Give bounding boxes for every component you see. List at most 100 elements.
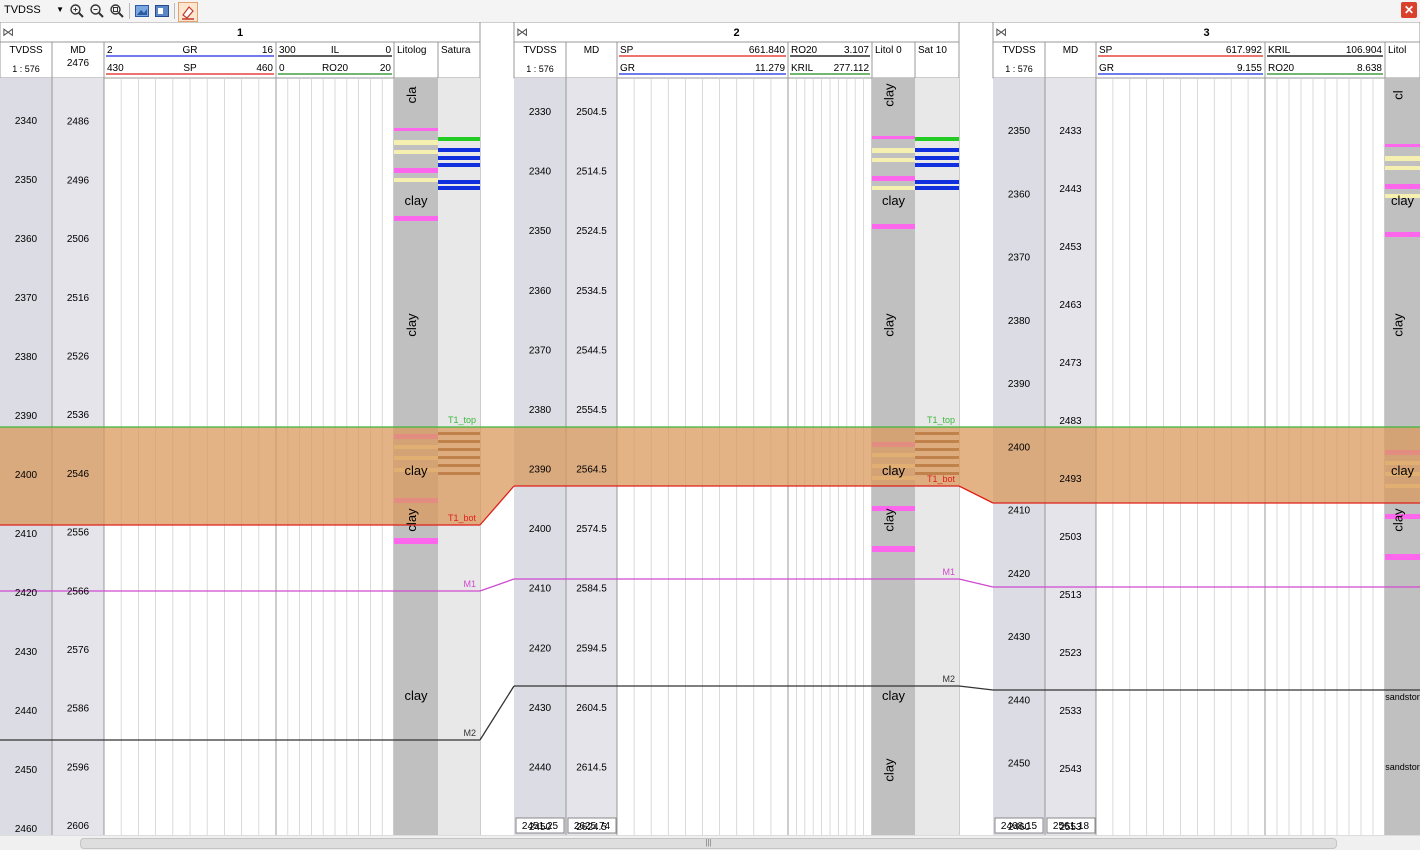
tvdss-header: TVDSS bbox=[9, 45, 43, 56]
lithology-label: clay bbox=[882, 463, 906, 478]
lithology-label: clay bbox=[404, 688, 428, 703]
zoom-fit-button[interactable] bbox=[108, 2, 126, 20]
lithology-band bbox=[1385, 184, 1420, 189]
md-tick-label: 2546 bbox=[67, 469, 90, 480]
md-tick-label: 2536 bbox=[67, 410, 90, 421]
marker-label: M1 bbox=[463, 579, 476, 589]
marker-label: M1 bbox=[942, 567, 955, 577]
close-icon[interactable]: ✕ bbox=[1401, 2, 1417, 18]
track-header: Litol 0 bbox=[875, 45, 902, 56]
tvdss-tick-label: 2390 bbox=[529, 465, 552, 476]
md-tick-label: 2443 bbox=[1059, 184, 1082, 195]
saturation-bar bbox=[915, 163, 959, 167]
collapse-icon: ⋈ bbox=[2, 25, 14, 39]
md-tick-label: 2543 bbox=[1059, 764, 1082, 775]
lithology-band bbox=[394, 140, 438, 145]
marker-label: T1_top bbox=[927, 415, 955, 425]
lithology-label: clay bbox=[882, 83, 897, 107]
curve-header-min: 0 bbox=[279, 63, 285, 74]
marker-label: T1_bot bbox=[927, 474, 956, 484]
track-header: Litolog bbox=[397, 45, 426, 56]
depth-mode-select[interactable]: TVDSS ▼ bbox=[2, 2, 66, 18]
curve-header-name: GR bbox=[183, 45, 198, 56]
tvdss-tick-label: 2390 bbox=[1008, 379, 1031, 390]
export-image-button[interactable] bbox=[133, 2, 151, 20]
tvdss-tick-label: 2370 bbox=[529, 345, 552, 356]
md-tick-label: 2594.5 bbox=[576, 643, 607, 654]
lithology-band bbox=[1385, 514, 1420, 519]
print-button[interactable] bbox=[153, 2, 171, 20]
track-header: Sat 10 bbox=[918, 45, 947, 56]
saturation-bar bbox=[438, 148, 480, 152]
tvdss-tick-label: 2360 bbox=[529, 286, 552, 297]
saturation-bar bbox=[915, 148, 959, 152]
tvdss-tick-label: 2430 bbox=[1008, 632, 1031, 643]
md-tick-label: 2524.5 bbox=[576, 226, 607, 237]
tvdss-tick-label: 2440 bbox=[529, 762, 552, 773]
md-header: MD bbox=[1063, 45, 1079, 56]
md-tick-label: 2453 bbox=[1059, 242, 1082, 253]
lithology-band bbox=[394, 538, 438, 544]
md-tick-label: 2514.5 bbox=[576, 167, 607, 178]
collapse-icon: ⋈ bbox=[995, 25, 1007, 39]
lithology-band bbox=[1385, 156, 1420, 161]
curve-header-min: 300 bbox=[279, 45, 296, 56]
tvdss-tick-label: 2420 bbox=[529, 643, 552, 654]
md-tick-label: 2564.5 bbox=[576, 465, 607, 476]
md-header: MD bbox=[584, 45, 600, 56]
tvdss-tick-label: 2380 bbox=[529, 405, 552, 416]
correlation-connector bbox=[479, 685, 515, 741]
lithology-label: clay bbox=[1391, 508, 1406, 532]
curve-header-name: SP bbox=[183, 63, 197, 74]
tvdss-tick-label: 2380 bbox=[15, 352, 38, 363]
tvdss-readout: 2468.15 bbox=[1001, 821, 1038, 832]
curve-header-min: RO20 bbox=[791, 45, 818, 56]
md-tick-label: 2506 bbox=[67, 234, 90, 245]
zoom-in-icon bbox=[70, 4, 84, 18]
saturation-bar bbox=[915, 156, 959, 160]
md-tick-label: 2606 bbox=[67, 821, 90, 832]
lithology-label: sandstor bbox=[1385, 762, 1420, 772]
zoom-out-icon bbox=[90, 4, 104, 18]
md-tick-label: 2493 bbox=[1059, 474, 1082, 485]
tvdss-tick-label: 2420 bbox=[15, 588, 38, 599]
track-header: Litol bbox=[1388, 45, 1406, 56]
tvdss-header: TVDSS bbox=[1002, 45, 1036, 56]
curve-header-min: RO20 bbox=[1268, 63, 1295, 74]
lithology-band bbox=[1385, 194, 1420, 198]
md-tick-label: 2604.5 bbox=[576, 703, 607, 714]
tvdss-tick-label: 2430 bbox=[529, 703, 552, 714]
md-tick-label: 2513 bbox=[1059, 590, 1082, 601]
lithology-band bbox=[872, 546, 915, 552]
zoom-fit-icon bbox=[110, 4, 124, 18]
t1-zone-fill bbox=[993, 427, 1420, 503]
highlight-button[interactable] bbox=[178, 2, 198, 22]
md-readout: 2561.18 bbox=[1053, 821, 1090, 832]
md-tick-label: 2544.5 bbox=[576, 345, 607, 356]
tvdss-tick-label: 2430 bbox=[15, 647, 38, 658]
highlight-icon bbox=[182, 6, 194, 20]
lithology-label: clay bbox=[882, 193, 906, 208]
lithology-band bbox=[872, 224, 915, 229]
md-tick-label: 2574.5 bbox=[576, 524, 607, 535]
lithology-label: clay bbox=[404, 508, 419, 532]
toolbar-separator bbox=[174, 3, 175, 19]
md-tick-label: 2534.5 bbox=[576, 286, 607, 297]
labels-layer: 1 TVDSS MD 1 : 576 2 GR 16 430 SP 460 300 IL 0 0 RO20 2… bbox=[9, 27, 1419, 835]
zoom-in-button[interactable] bbox=[68, 2, 86, 20]
tvdss-tick-label: 2350 bbox=[1008, 126, 1031, 137]
zoom-out-button[interactable] bbox=[88, 2, 106, 20]
tvdss-tick-label: 2450 bbox=[15, 765, 38, 776]
track-header-row bbox=[0, 41, 481, 79]
scroll-thumb[interactable]: ||| bbox=[80, 838, 1337, 849]
lithology-band bbox=[1385, 232, 1420, 237]
toolbar: TVDSS ▼ ✕ bbox=[0, 0, 1420, 23]
curve-header-max: 3.107 bbox=[844, 45, 869, 56]
md-tick-label: 2463 bbox=[1059, 300, 1082, 311]
correlation-connector bbox=[958, 578, 994, 588]
horizontal-scrollbar[interactable]: ||| bbox=[0, 835, 1420, 850]
lithology-band bbox=[872, 158, 915, 162]
curve-header-name: IL bbox=[331, 45, 340, 56]
curve-header-name: RO20 bbox=[322, 63, 349, 74]
md-tick-label: 2533 bbox=[1059, 706, 1082, 717]
